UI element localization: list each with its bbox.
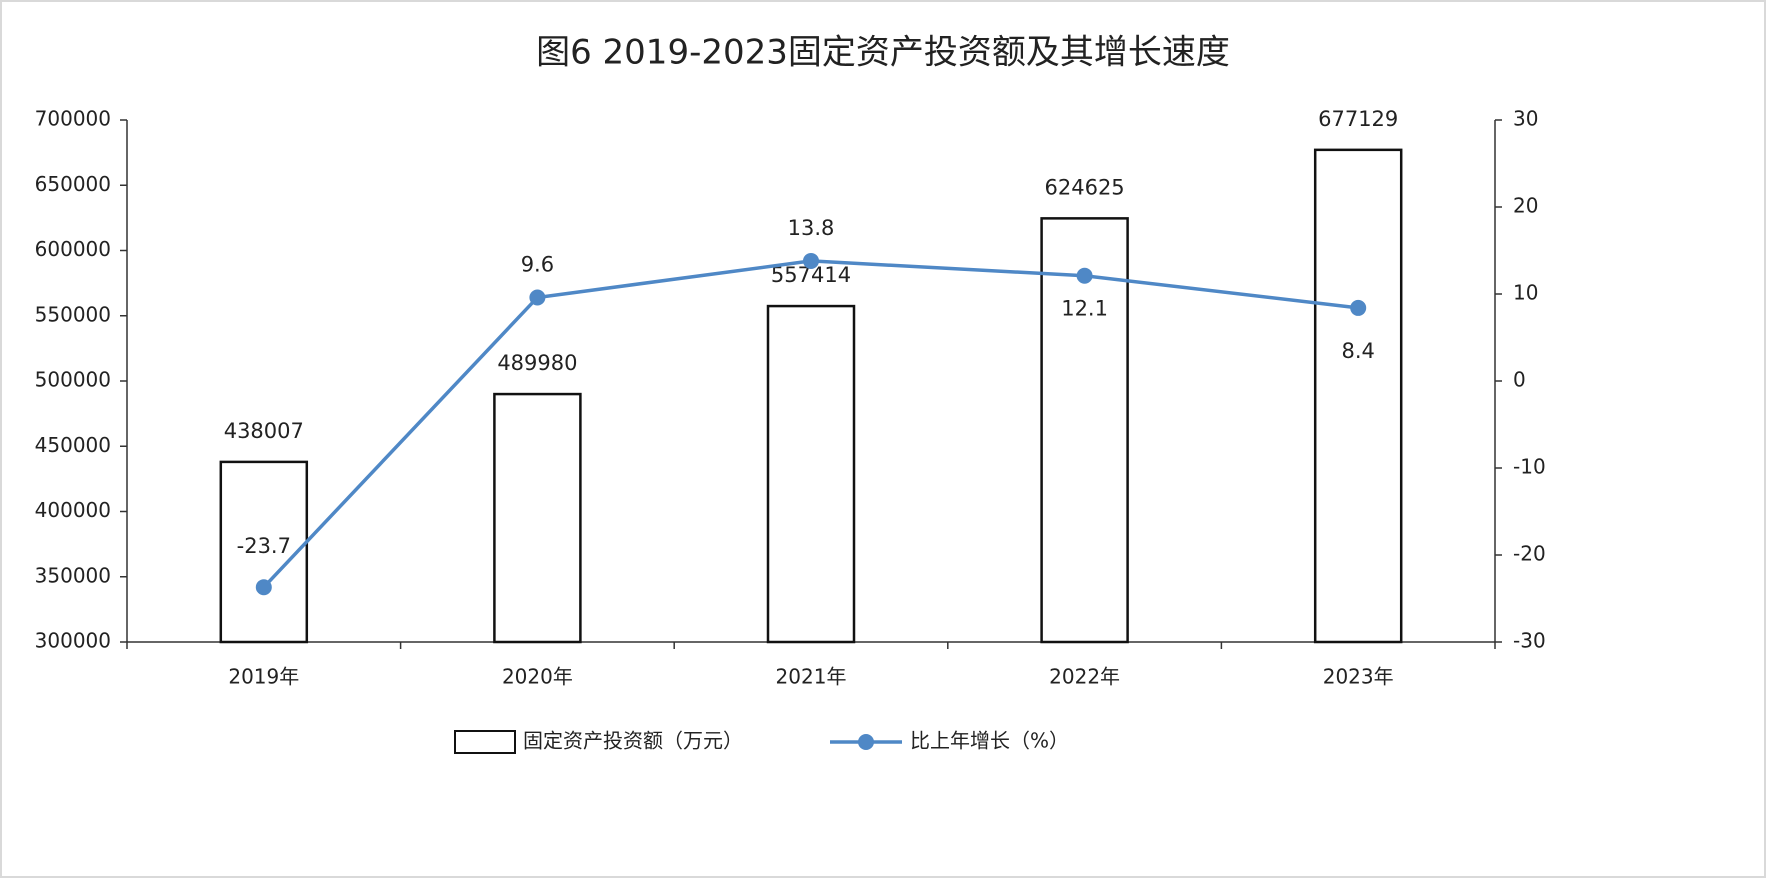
bar <box>493 392 582 644</box>
line-value-label: -23.7 <box>237 534 291 558</box>
line-marker <box>1076 267 1093 284</box>
bar-value-label: 677129 <box>1318 107 1398 131</box>
bar <box>1313 148 1403 644</box>
y-tick-label: 400000 <box>35 498 111 522</box>
x-tick-label: 2022年 <box>1049 665 1120 689</box>
bar <box>219 460 309 644</box>
bar-value-label: 624625 <box>1045 175 1125 199</box>
bar-value-label: 489980 <box>497 351 577 375</box>
bar <box>1040 217 1129 644</box>
line-marker <box>255 579 272 596</box>
x-tick-label: 2021年 <box>776 665 847 689</box>
y-tick-label: 700000 <box>35 107 111 131</box>
y2-tick-label: 10 <box>1513 281 1538 305</box>
line-marker <box>529 289 546 306</box>
y2-tick-label: -20 <box>1513 542 1546 566</box>
legend-label: 比上年增长（%） <box>910 729 1069 753</box>
legend-marker <box>858 734 874 750</box>
line-value-label: 8.4 <box>1341 339 1374 363</box>
y-tick-label: 600000 <box>35 237 111 261</box>
bar-value-label: 438007 <box>224 419 304 443</box>
y2-tick-label: -30 <box>1513 629 1546 653</box>
y2-tick-label: 0 <box>1513 368 1526 392</box>
legend-label: 固定资产投资额（万元） <box>523 729 743 753</box>
y-tick-label: 500000 <box>35 368 111 392</box>
line-value-label: 9.6 <box>521 252 554 276</box>
line-marker <box>1350 299 1367 316</box>
line-value-label: 12.1 <box>1061 297 1108 321</box>
x-tick-label: 2019年 <box>228 665 299 689</box>
y-tick-label: 450000 <box>35 433 111 457</box>
y2-tick-label: 30 <box>1513 107 1538 131</box>
x-tick-label: 2020年 <box>502 665 573 689</box>
line-value-label: 13.8 <box>788 216 835 240</box>
y-tick-label: 300000 <box>35 629 111 653</box>
line-marker <box>803 252 819 269</box>
y-tick-label: 550000 <box>35 302 111 326</box>
bar <box>766 304 856 644</box>
x-tick-label: 2023年 <box>1323 665 1394 689</box>
y2-tick-label: 20 <box>1513 194 1538 218</box>
chart-title: 图6 2019-2023固定资产投资额及其增长速度 <box>536 33 1230 73</box>
legend-swatch <box>454 730 516 754</box>
y-tick-label: 650000 <box>35 172 111 196</box>
y2-tick-label: -10 <box>1513 455 1546 479</box>
y-tick-label: 350000 <box>35 563 111 587</box>
